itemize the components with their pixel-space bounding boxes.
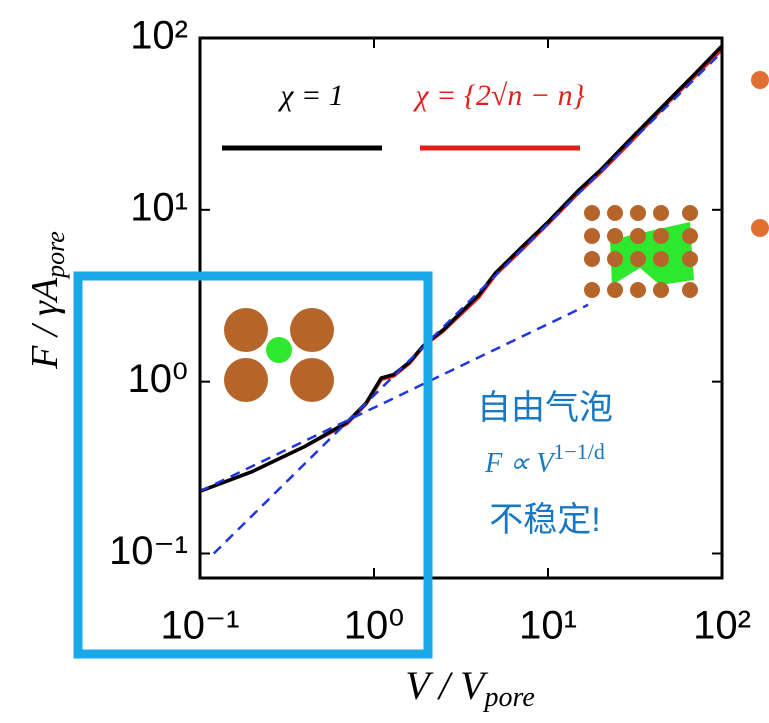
x-tick-label: 10¹ — [519, 604, 577, 648]
x-axis-label-main: V / V — [405, 663, 489, 708]
inset-single — [224, 308, 334, 402]
formula-exponent: 1−1/d — [553, 439, 605, 464]
y-axis-label-sub: pore — [41, 231, 70, 280]
bubble — [266, 337, 292, 363]
x-tick-label: 10⁻¹ — [161, 604, 240, 648]
x-tick-label: 10⁰ — [344, 604, 405, 648]
chart: 自由气泡 F ∝ V1−1/d 不稳定! V / Vpore F / γApor… — [0, 0, 769, 723]
annotation: 不稳定! — [489, 501, 600, 539]
y-axis-label-main: F / γA — [24, 277, 66, 370]
page: 自由气泡 F ∝ V1−1/d 不稳定! V / Vpore F / γApor… — [0, 0, 769, 723]
particle — [224, 358, 268, 402]
annotation: 自由气泡 — [477, 389, 613, 427]
bullet — [751, 219, 769, 237]
particle — [290, 358, 334, 402]
formula: F ∝ V — [484, 448, 556, 479]
x-axis-label: V / Vpore — [405, 663, 535, 713]
y-tick-label: 10² — [130, 14, 188, 58]
x-tick-label: 10² — [693, 604, 751, 648]
y-tick-label: 10¹ — [130, 185, 188, 229]
legend-label: χ = 1 — [277, 79, 343, 112]
y-tick-label: 10⁰ — [127, 357, 188, 401]
inset-network — [584, 205, 698, 298]
x-axis-label-sub: pore — [482, 682, 534, 713]
particle — [224, 308, 268, 352]
y-axis-label: F / γApore — [24, 231, 70, 370]
plot — [200, 38, 722, 578]
bubble — [610, 222, 694, 285]
legend-label: χ = {2√n − n} — [412, 79, 584, 112]
bullet — [751, 71, 769, 89]
particle — [290, 308, 334, 352]
annotation: F ∝ V1−1/d — [484, 439, 605, 479]
y-tick-label: 10⁻¹ — [109, 529, 188, 573]
